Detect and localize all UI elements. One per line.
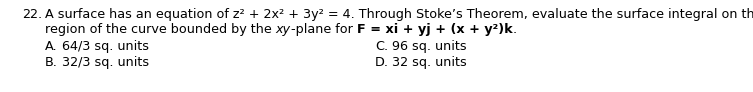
Text: 32/3 sq. units: 32/3 sq. units	[62, 56, 149, 69]
Text: F = xi + yj + (x + y²)k: F = xi + yj + (x + y²)k	[357, 23, 512, 36]
Text: 64/3 sq. units: 64/3 sq. units	[62, 40, 149, 53]
Text: B.: B.	[45, 56, 58, 69]
Text: xy: xy	[276, 23, 291, 36]
Text: A.: A.	[45, 40, 58, 53]
Text: 32 sq. units: 32 sq. units	[392, 56, 467, 69]
Text: D.: D.	[375, 56, 389, 69]
Text: -plane for: -plane for	[291, 23, 357, 36]
Text: A surface has an equation of z² + 2x² + 3y² = 4. Through Stoke’s Theorem, evalua: A surface has an equation of z² + 2x² + …	[45, 8, 753, 21]
Text: C.: C.	[375, 40, 388, 53]
Text: 96 sq. units: 96 sq. units	[392, 40, 467, 53]
Text: .: .	[512, 23, 517, 36]
Text: region of the curve bounded by the: region of the curve bounded by the	[45, 23, 276, 36]
Text: 22.: 22.	[22, 8, 42, 21]
